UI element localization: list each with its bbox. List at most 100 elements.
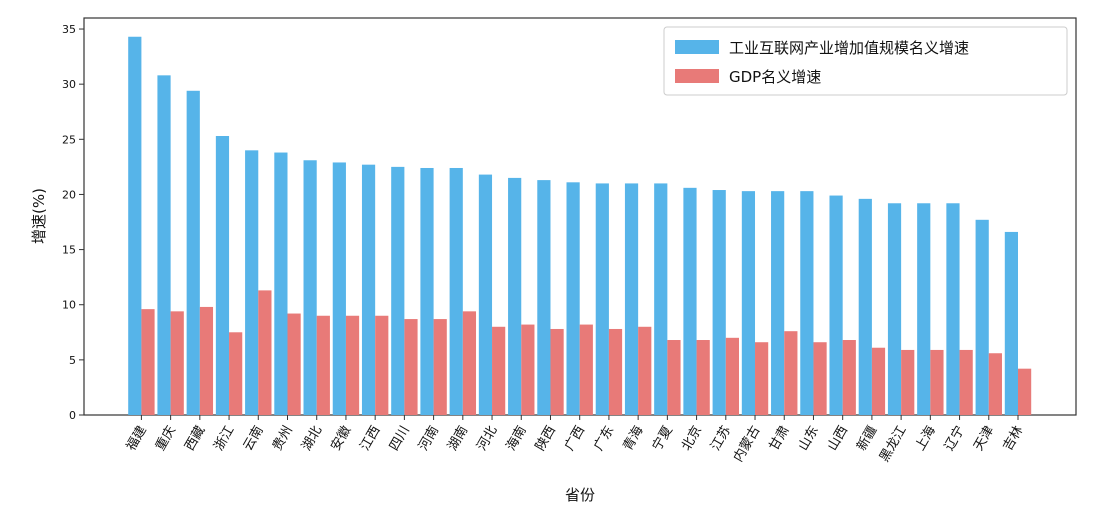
x-tick-label: 天津	[971, 424, 997, 454]
x-tick-label: 西藏	[182, 424, 208, 454]
industrial-internet-bar-17	[595, 183, 609, 415]
industrial-internet-bar-5	[245, 150, 259, 415]
gdp-bar-31	[1018, 368, 1032, 415]
industrial-internet-bar-19	[654, 183, 668, 415]
x-tick-label: 湖北	[299, 424, 325, 454]
gdp-bar-27	[901, 349, 915, 415]
x-tick-label: 内蒙古	[730, 423, 763, 465]
industrial-internet-bar-7	[303, 160, 317, 415]
bars-layer	[128, 36, 1032, 416]
legend-label-industrial-internet: 工业互联网产业增加值规模名义增速	[729, 39, 969, 57]
gdp-bar-3	[199, 306, 214, 415]
industrial-internet-bar-3	[186, 90, 200, 415]
y-axis-ticks: 0 5 10 15 20 25 30 35	[62, 23, 84, 422]
x-tick-label: 宁夏	[649, 423, 676, 454]
x-tick-label: 甘肃	[767, 424, 793, 454]
y-axis-title: 增速(%)	[30, 188, 48, 244]
industrial-internet-bar-30	[975, 219, 989, 415]
legend-box	[663, 26, 1068, 96]
legend-label-gdp: GDP名义增速	[729, 68, 821, 86]
industrial-internet-bar-31	[1004, 231, 1018, 415]
gdp-bar-24	[813, 342, 827, 415]
industrial-internet-bar-11	[420, 167, 434, 415]
industrial-internet-bar-16	[566, 182, 580, 415]
gdp-bar-12	[462, 311, 477, 415]
x-tick-label: 青海	[621, 424, 647, 454]
x-tick-label: 新疆	[853, 423, 880, 454]
gdp-bar-25	[842, 340, 856, 415]
industrial-internet-bar-20	[683, 187, 697, 415]
industrial-internet-bar-10	[391, 166, 405, 416]
gdp-bar-4	[229, 332, 243, 415]
gdp-bar-20	[696, 340, 710, 415]
x-axis-title: 省份	[565, 486, 595, 504]
y-tick-label: 5	[69, 354, 76, 367]
x-tick-label: 海南	[503, 423, 530, 454]
industrial-internet-bar-1	[128, 36, 142, 415]
x-tick-label: 北京	[679, 424, 705, 454]
x-tick-label: 江苏	[707, 423, 734, 454]
gdp-bar-18	[638, 326, 652, 415]
gdp-bar-28	[930, 349, 944, 415]
x-tick-label: 江西	[358, 424, 384, 454]
gdp-bar-14	[521, 324, 535, 415]
y-tick-label: 25	[62, 133, 76, 146]
industrial-internet-bar-18	[624, 183, 639, 415]
gdp-bar-29	[959, 349, 973, 415]
y-tick-label: 0	[69, 409, 76, 422]
gdp-bar-30	[988, 353, 1002, 415]
gdp-bar-13	[492, 326, 506, 415]
x-tick-label: 辽宁	[941, 423, 968, 454]
gdp-bar-15	[550, 328, 564, 415]
industrial-internet-bar-4	[215, 136, 230, 415]
industrial-internet-bar-24	[800, 191, 814, 415]
gdp-bar-17	[608, 328, 623, 415]
legend-swatch-industrial-internet	[675, 40, 719, 54]
x-tick-label: 广西	[562, 424, 588, 454]
gdp-bar-8	[345, 315, 360, 415]
x-tick-label: 上海	[913, 424, 939, 454]
gdp-bar-7	[316, 315, 330, 415]
gdp-bar-1	[141, 309, 155, 415]
x-tick-label: 山东	[796, 424, 822, 454]
industrial-internet-bar-9	[361, 164, 376, 415]
gdp-bar-10	[404, 319, 418, 415]
y-tick-label: 35	[62, 23, 76, 36]
x-tick-label: 黑龙江	[877, 424, 909, 465]
gdp-bar-5	[258, 290, 272, 415]
y-tick-label: 20	[62, 188, 76, 201]
gdp-bar-16	[579, 324, 593, 415]
gdp-bar-26	[871, 347, 886, 415]
x-tick-label: 陕西	[533, 424, 559, 454]
gdp-bar-11	[433, 319, 447, 415]
x-tick-label: 四川	[387, 424, 413, 454]
x-tick-label: 福建	[124, 424, 150, 454]
x-tick-label: 重庆	[152, 423, 179, 454]
industrial-internet-bar-12	[449, 167, 463, 415]
gdp-bar-23	[784, 331, 798, 415]
x-tick-label: 湖南	[444, 423, 471, 454]
industrial-internet-bar-6	[274, 152, 288, 416]
industrial-internet-bar-2	[157, 75, 171, 415]
industrial-internet-bar-29	[946, 203, 960, 415]
industrial-internet-bar-25	[829, 195, 843, 415]
industrial-internet-bar-23	[771, 191, 785, 415]
industrial-internet-bar-26	[858, 198, 872, 415]
industrial-internet-bar-28	[917, 203, 931, 415]
industrial-internet-bar-21	[712, 190, 726, 415]
y-tick-label: 10	[62, 299, 76, 312]
industrial-internet-bar-15	[537, 180, 551, 415]
y-tick-label: 15	[62, 244, 76, 257]
x-tick-label: 吉林	[1000, 424, 1026, 454]
gdp-bar-22	[755, 342, 769, 415]
industrial-internet-bar-13	[478, 174, 493, 415]
x-tick-label: 贵州	[270, 424, 296, 454]
x-tick-label: 广东	[591, 424, 617, 454]
x-tick-label: 河南	[415, 423, 442, 454]
x-tick-label: 安徽	[328, 424, 354, 454]
gdp-bar-9	[375, 315, 389, 415]
industrial-internet-bar-27	[887, 203, 902, 415]
gdp-bar-6	[287, 313, 301, 415]
legend: 工业互联网产业增加值规模名义增速 GDP名义增速	[663, 26, 1068, 96]
